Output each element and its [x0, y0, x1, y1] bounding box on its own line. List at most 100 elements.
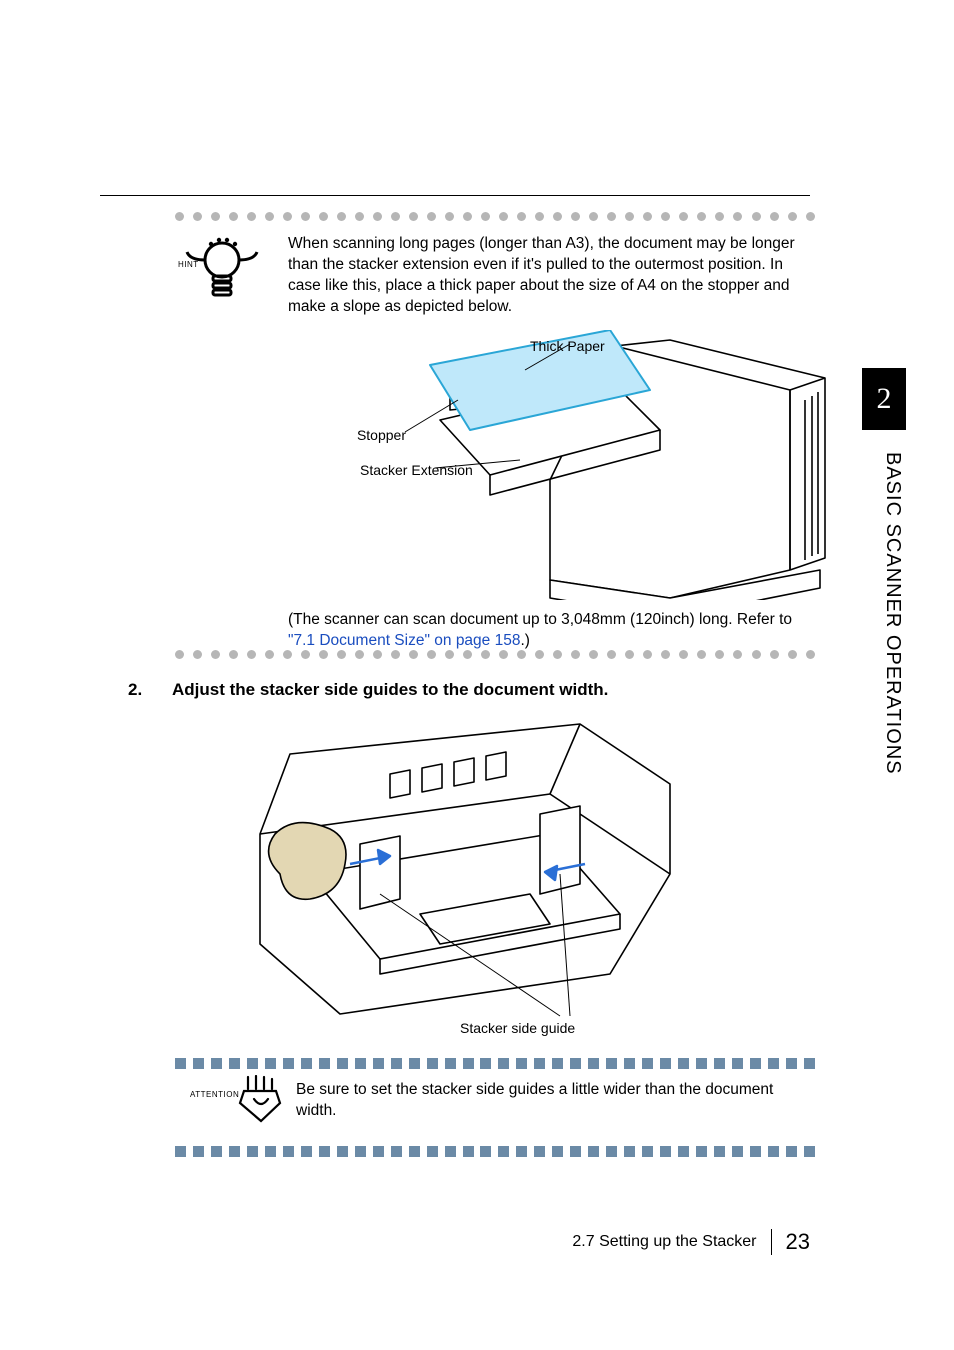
divider-dot: [643, 212, 652, 221]
post-figure-before: (The scanner can scan document up to 3,0…: [288, 611, 792, 628]
divider-square: [804, 1058, 815, 1069]
divider-square: [480, 1146, 491, 1157]
divider-dot: [661, 212, 670, 221]
divider-square: [265, 1146, 276, 1157]
divider-dot: [697, 212, 706, 221]
divider-dot: [463, 650, 472, 659]
divider-square: [498, 1146, 509, 1157]
square-divider-bottom: [175, 1146, 815, 1157]
chapter-tab: 2: [862, 368, 906, 430]
divider-dot: [589, 212, 598, 221]
divider-square: [732, 1058, 743, 1069]
divider-square: [319, 1146, 330, 1157]
divider-square: [750, 1058, 761, 1069]
chapter-title-vertical: BASIC SCANNER OPERATIONS: [881, 452, 904, 775]
divider-dot: [427, 212, 436, 221]
divider-square: [355, 1146, 366, 1157]
divider-dot: [229, 212, 238, 221]
top-rule: [100, 195, 810, 196]
divider-square: [624, 1146, 635, 1157]
divider-dot: [373, 212, 382, 221]
footer-page-number: 23: [786, 1229, 810, 1255]
footer-separator: [771, 1229, 772, 1255]
divider-dot: [788, 212, 797, 221]
divider-square: [211, 1058, 222, 1069]
divider-square: [714, 1146, 725, 1157]
divider-square: [516, 1058, 527, 1069]
divider-square: [337, 1058, 348, 1069]
divider-dot: [247, 650, 256, 659]
divider-dot: [661, 650, 670, 659]
divider-dot: [409, 212, 418, 221]
divider-dot: [499, 212, 508, 221]
divider-dot: [679, 650, 688, 659]
divider-dot: [283, 650, 292, 659]
divider-dot: [625, 650, 634, 659]
divider-square: [319, 1058, 330, 1069]
divider-square: [247, 1058, 258, 1069]
figure1-label-stopper: Stopper: [354, 427, 406, 443]
divider-dot: [355, 212, 364, 221]
divider-dot: [697, 650, 706, 659]
divider-square: [193, 1058, 204, 1069]
divider-dot: [625, 212, 634, 221]
divider-square: [463, 1146, 474, 1157]
post-figure-text: (The scanner can scan document up to 3,0…: [288, 610, 808, 652]
divider-dot: [193, 650, 202, 659]
divider-square: [768, 1146, 779, 1157]
attention-label: ATTENTION: [190, 1090, 239, 1099]
step-2: 2.Adjust the stacker side guides to the …: [128, 680, 808, 700]
square-divider-top: [175, 1058, 815, 1069]
divider-dot: [788, 650, 797, 659]
divider-square: [265, 1058, 276, 1069]
divider-dot: [337, 650, 346, 659]
divider-square: [175, 1146, 186, 1157]
step-number: 2.: [128, 680, 172, 700]
divider-square: [480, 1058, 491, 1069]
divider-square: [193, 1146, 204, 1157]
divider-square: [409, 1058, 420, 1069]
divider-dot: [319, 212, 328, 221]
divider-dot: [517, 212, 526, 221]
divider-square: [534, 1058, 545, 1069]
divider-square: [391, 1146, 402, 1157]
divider-dot: [517, 650, 526, 659]
divider-dot: [806, 650, 815, 659]
divider-dot: [445, 650, 454, 659]
divider-dot: [211, 212, 220, 221]
dotted-divider-top: [175, 212, 815, 221]
divider-dot: [752, 212, 761, 221]
step-text: Adjust the stacker side guides to the do…: [172, 680, 608, 699]
divider-square: [211, 1146, 222, 1157]
divider-square: [247, 1146, 258, 1157]
divider-dot: [752, 650, 761, 659]
divider-square: [606, 1058, 617, 1069]
hint-lightbulb-icon: [175, 234, 265, 304]
divider-square: [445, 1146, 456, 1157]
divider-dot: [770, 212, 779, 221]
divider-dot: [571, 212, 580, 221]
figure-side-guides-diagram: [250, 714, 680, 1024]
divider-dot: [265, 650, 274, 659]
divider-square: [283, 1146, 294, 1157]
divider-dot: [481, 212, 490, 221]
divider-square: [750, 1146, 761, 1157]
divider-square: [570, 1058, 581, 1069]
divider-square: [642, 1146, 653, 1157]
divider-square: [678, 1058, 689, 1069]
divider-square: [355, 1058, 366, 1069]
divider-dot: [409, 650, 418, 659]
divider-square: [409, 1146, 420, 1157]
divider-dot: [337, 212, 346, 221]
divider-square: [229, 1058, 240, 1069]
divider-dot: [229, 650, 238, 659]
page-footer: 2.7 Setting up the Stacker 23: [100, 1229, 810, 1255]
divider-dot: [175, 212, 184, 221]
divider-square: [373, 1146, 384, 1157]
divider-dot: [535, 212, 544, 221]
divider-dot: [175, 650, 184, 659]
divider-dot: [770, 650, 779, 659]
dotted-divider-bottom: [175, 650, 815, 659]
divider-square: [768, 1058, 779, 1069]
document-size-link[interactable]: "7.1 Document Size" on page 158: [288, 632, 520, 649]
